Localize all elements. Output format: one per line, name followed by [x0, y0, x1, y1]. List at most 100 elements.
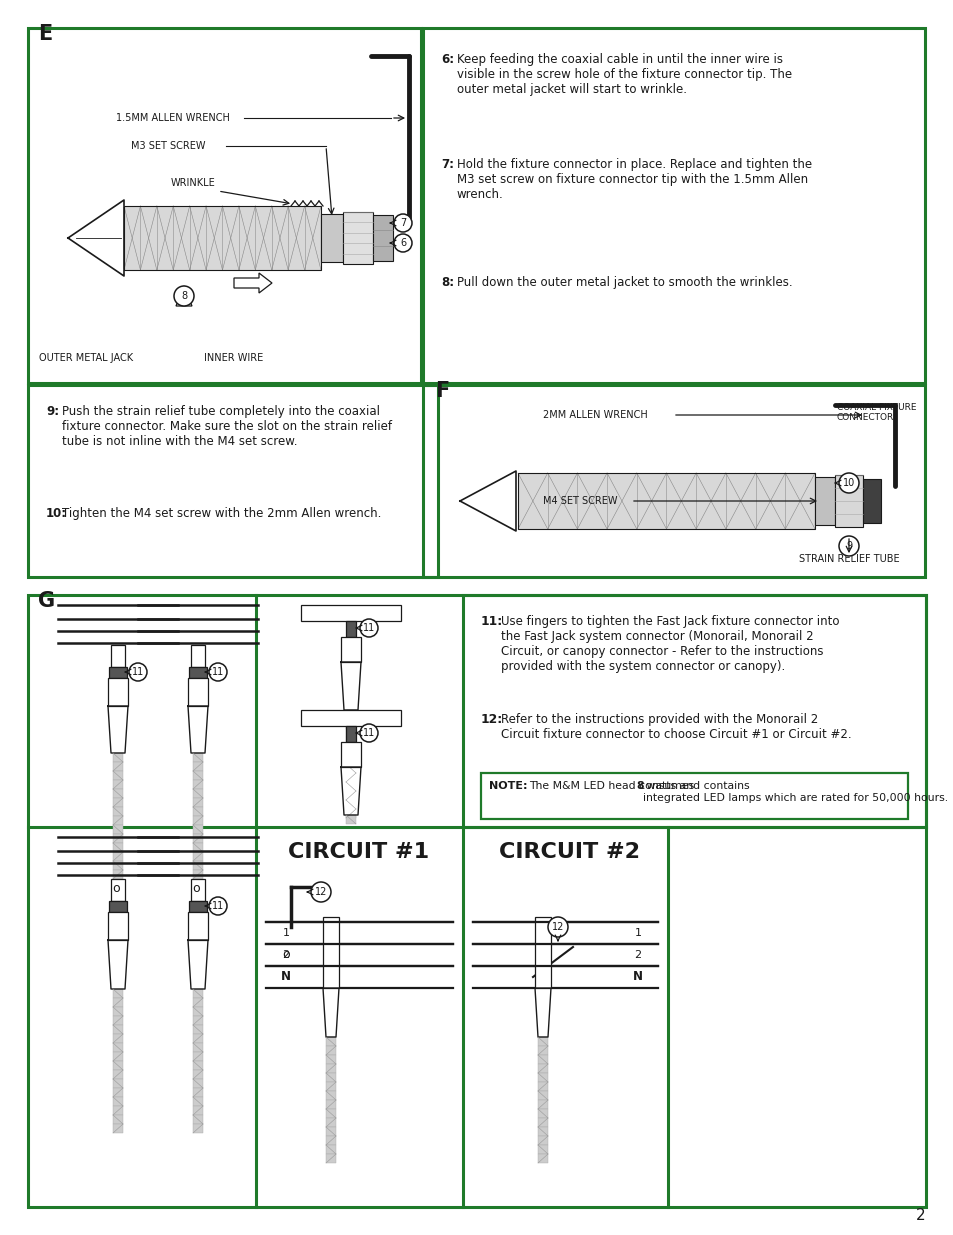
Bar [189, 667, 207, 678]
Bar [112, 1061, 123, 1070]
Bar [346, 719, 355, 727]
Bar [326, 1046, 335, 1055]
Bar [112, 1044, 123, 1052]
Bar [112, 861, 123, 869]
Text: 2MM ALLEN WRENCH: 2MM ALLEN WRENCH [542, 410, 647, 420]
Text: 1.5MM ALLEN WRENCH: 1.5MM ALLEN WRENCH [116, 112, 230, 124]
Bar [517, 473, 814, 529]
Bar [346, 809, 355, 818]
Bar [112, 897, 123, 906]
Circle shape [311, 882, 331, 902]
Bar [346, 755, 355, 764]
Bar [108, 678, 128, 706]
Bar [326, 1082, 335, 1091]
Text: 12: 12 [314, 887, 327, 897]
Bar [301, 605, 400, 621]
Bar [112, 816, 123, 825]
Bar [112, 1034, 123, 1044]
Bar [696, 473, 725, 529]
Text: Tighten the M4 set screw with the 2mm Allen wrench.: Tighten the M4 set screw with the 2mm Al… [62, 508, 381, 520]
Bar [156, 206, 173, 270]
Polygon shape [535, 988, 551, 1037]
Bar [112, 781, 123, 789]
Bar [346, 815, 355, 824]
Bar [422, 28, 924, 383]
Bar [326, 1065, 335, 1073]
Bar [112, 998, 123, 1007]
Bar [834, 475, 862, 527]
Bar [193, 998, 203, 1007]
Bar [537, 1128, 547, 1136]
Bar [188, 678, 208, 706]
Text: 12: 12 [551, 923, 563, 932]
Bar [112, 806, 123, 816]
Bar [112, 906, 123, 915]
Bar [193, 781, 203, 789]
Bar [193, 861, 203, 869]
Text: The M&M LED head consumes: The M&M LED head consumes [529, 781, 697, 790]
Circle shape [173, 287, 193, 306]
Bar [193, 806, 203, 816]
Text: Use fingers to tighten the Fast Jack fixture connector into
the Fast Jack system: Use fingers to tighten the Fast Jack fix… [500, 615, 839, 673]
Bar [140, 206, 156, 270]
Polygon shape [459, 471, 516, 531]
Bar [112, 1107, 123, 1115]
Circle shape [129, 663, 147, 680]
Circle shape [838, 473, 858, 493]
Bar [288, 206, 304, 270]
Bar [326, 1055, 335, 1065]
Bar [193, 1016, 203, 1025]
Bar [112, 1007, 123, 1016]
Bar [112, 753, 123, 762]
Bar [606, 473, 637, 529]
Text: 6:: 6: [440, 53, 454, 65]
Bar [206, 206, 222, 270]
Bar [326, 1145, 335, 1153]
Bar [193, 852, 203, 861]
Bar [188, 911, 208, 940]
Bar [326, 1037, 335, 1046]
Bar [112, 1097, 123, 1107]
Text: STRAIN RELIEF TUBE: STRAIN RELIEF TUBE [798, 555, 899, 564]
Text: Keep feeding the coaxial cable in until the inner wire is
visible in the screw h: Keep feeding the coaxial cable in until … [456, 53, 791, 96]
Text: 2: 2 [282, 950, 290, 960]
Text: NOTE:: NOTE: [489, 781, 527, 790]
Text: CIRCUIT #1: CIRCUIT #1 [288, 842, 429, 862]
Bar [112, 834, 123, 844]
Bar [112, 852, 123, 861]
Bar [537, 1073, 547, 1082]
Bar [193, 798, 203, 806]
Bar [238, 206, 255, 270]
Bar [537, 1136, 547, 1145]
Bar [537, 1153, 547, 1163]
Bar [111, 645, 125, 667]
Bar [173, 206, 190, 270]
Text: M4 SET SCREW: M4 SET SCREW [542, 496, 617, 506]
Polygon shape [108, 940, 128, 989]
Text: E: E [38, 23, 52, 44]
Text: 1: 1 [282, 927, 289, 939]
Bar [193, 771, 203, 781]
Bar [193, 753, 203, 762]
Bar [346, 800, 355, 809]
Bar [112, 1115, 123, 1124]
Bar [193, 1088, 203, 1097]
Bar [535, 918, 551, 988]
Text: 8:: 8: [440, 275, 454, 289]
Text: Push the strain relief tube completely into the coaxial
fixture connector. Make : Push the strain relief tube completely i… [62, 405, 392, 448]
Polygon shape [188, 940, 208, 989]
Text: 2: 2 [634, 950, 640, 960]
Bar [112, 1052, 123, 1061]
Text: o: o [112, 883, 120, 895]
Bar [304, 206, 320, 270]
Bar [193, 1115, 203, 1124]
Bar [326, 1091, 335, 1100]
Text: 9:: 9: [46, 405, 59, 417]
Bar [326, 1128, 335, 1136]
Bar [326, 1073, 335, 1082]
Bar [28, 28, 420, 383]
Polygon shape [68, 200, 124, 275]
Bar [193, 879, 203, 888]
Circle shape [359, 619, 377, 637]
Bar [517, 473, 547, 529]
